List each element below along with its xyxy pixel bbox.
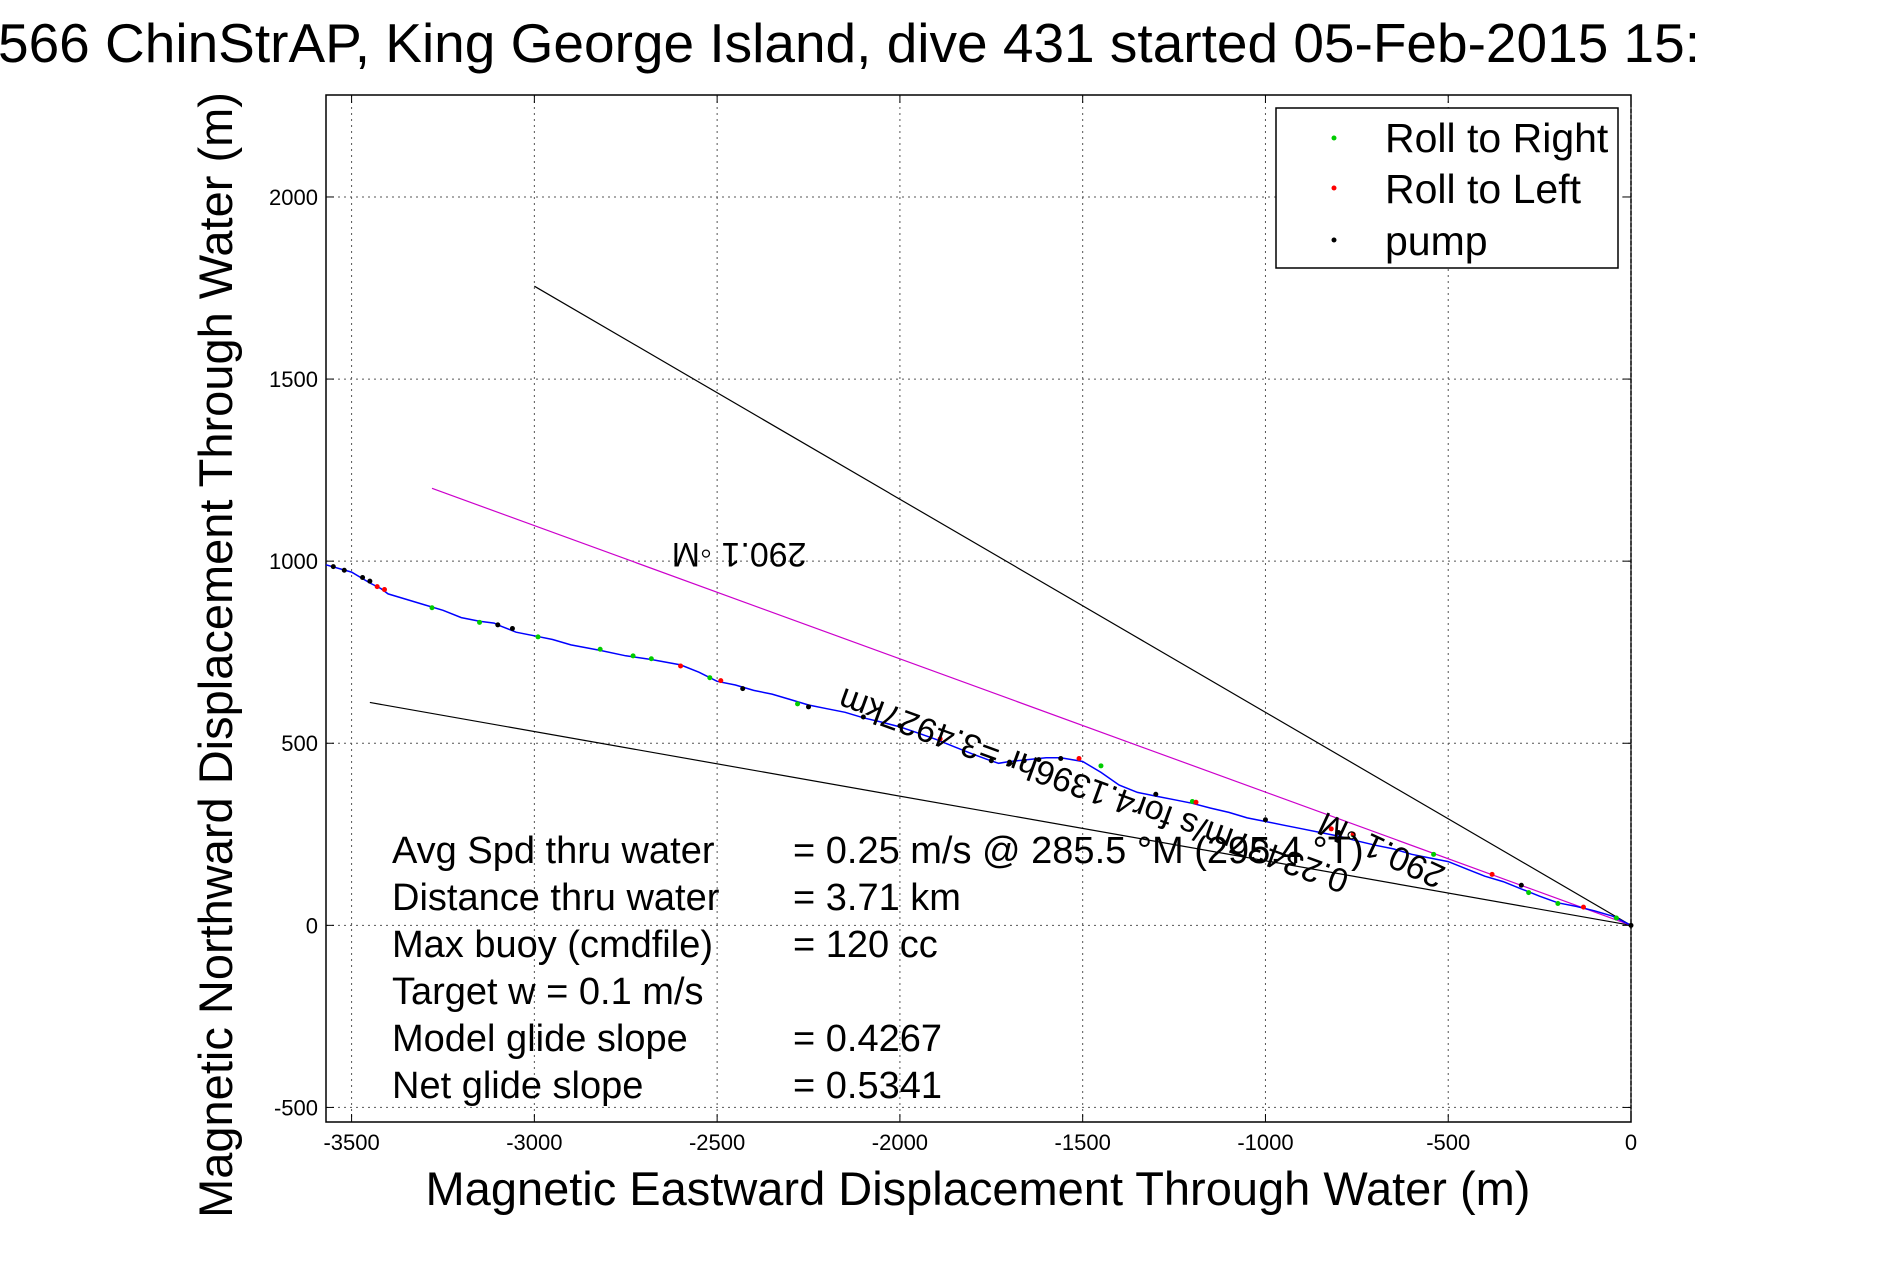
- marker-roll-right: [429, 605, 435, 611]
- x-tick-label: -1500: [1055, 1130, 1111, 1155]
- stat-value-max-buoy: = 120 cc: [793, 924, 938, 966]
- marker-roll-left: [718, 678, 724, 684]
- marker-roll-right: [707, 675, 713, 681]
- stat-value-net-glide: = 0.5341: [793, 1065, 942, 1107]
- legend: Roll to Right Roll to Left pump: [1275, 107, 1619, 269]
- reference-lines: [369, 285, 1632, 926]
- marker-layer: [330, 564, 1634, 928]
- stat-label-distance: Distance thru water: [392, 877, 720, 919]
- marker-roll-right: [1526, 890, 1532, 896]
- marker-roll-right: [795, 701, 801, 707]
- marker-pump: [860, 714, 866, 720]
- x-axis-title: Magnetic Eastward Displacement Through W…: [426, 1162, 1531, 1215]
- x-tick-label: -3000: [506, 1130, 562, 1155]
- marker-pump: [1518, 882, 1524, 888]
- marker-roll-right: [597, 646, 603, 652]
- legend-swatch-roll-left: [1331, 185, 1337, 191]
- y-tick-label: 2000: [269, 185, 318, 210]
- y-axis-title: Magnetic Northward Displacement Through …: [189, 92, 242, 1218]
- marker-roll-left: [678, 663, 684, 669]
- reference-line-3: [431, 487, 1632, 926]
- reference-line-1: [534, 285, 1632, 926]
- marker-pump: [988, 758, 994, 764]
- marker-pump: [509, 626, 515, 632]
- stats-block: Avg Spd thru water = 0.25 m/s @ 285.5 °M…: [392, 830, 1364, 1107]
- marker-roll-left: [381, 587, 387, 593]
- marker-pump: [367, 578, 373, 584]
- x-tick-label: 0: [1625, 1130, 1637, 1155]
- reference-line-2: [369, 701, 1632, 926]
- stat-label-model-glide: Model glide slope: [392, 1018, 688, 1060]
- marker-roll-left: [1350, 831, 1356, 837]
- marker-roll-right: [1431, 851, 1437, 857]
- axis-ticks: -3500 -3000 -2500 -2000 -1500 -1000 -500 0 -500 0…: [269, 95, 1637, 1155]
- marker-pump: [1262, 817, 1268, 823]
- stat-value-model-glide: = 0.4267: [793, 1018, 942, 1060]
- legend-label-roll-right: Roll to Right: [1385, 115, 1609, 161]
- stat-value-distance: = 3.71 km: [793, 877, 961, 919]
- marker-pump: [1058, 756, 1064, 762]
- marker-pump: [341, 567, 347, 573]
- y-tick-label: 0: [306, 913, 318, 938]
- stat-value-avg-speed: = 0.25 m/s @ 285.5 °M (295.4 °T): [793, 830, 1364, 872]
- marker-pump: [1021, 758, 1027, 764]
- line-annotation-1: 290.1 ◦M: [672, 535, 807, 573]
- stat-label-avg-speed: Avg Spd thru water: [392, 830, 715, 872]
- marker-pump: [1336, 829, 1342, 835]
- marker-roll-right: [1555, 900, 1561, 906]
- y-tick-label: -500: [274, 1095, 318, 1120]
- stat-label-net-glide: Net glide slope: [392, 1065, 643, 1107]
- y-tick-label: 1000: [269, 549, 318, 574]
- marker-roll-left: [1193, 799, 1199, 805]
- marker-pump: [740, 686, 746, 692]
- marker-pump: [897, 723, 903, 729]
- marker-pump: [360, 575, 366, 581]
- legend-swatch-roll-right: [1331, 135, 1337, 141]
- x-tick-label: -3500: [323, 1130, 379, 1155]
- chart-title: 566 ChinStrAP, King George Island, dive …: [0, 12, 1700, 74]
- y-tick-label: 1500: [269, 367, 318, 392]
- x-tick-label: -1000: [1237, 1130, 1293, 1155]
- legend-swatch-pump: [1331, 237, 1337, 243]
- marker-roll-left: [1328, 826, 1334, 832]
- marker-pump: [1007, 759, 1013, 765]
- marker-pump: [1628, 922, 1634, 928]
- stat-label-target-w: Target w = 0.1 m/s: [392, 971, 704, 1013]
- legend-label-pump: pump: [1385, 218, 1488, 264]
- series-layer: [325, 564, 1632, 926]
- marker-pump: [1036, 757, 1042, 763]
- x-tick-label: -2500: [689, 1130, 745, 1155]
- marker-roll-right: [1613, 915, 1619, 921]
- legend-label-roll-left: Roll to Left: [1385, 166, 1582, 212]
- marker-roll-left: [1076, 756, 1082, 762]
- series-line-1: [325, 564, 1632, 926]
- marker-roll-left: [1489, 871, 1495, 877]
- y-tick-label: 500: [281, 731, 318, 756]
- marker-roll-left: [937, 736, 943, 742]
- marker-roll-left: [1580, 904, 1586, 910]
- x-tick-label: -2000: [872, 1130, 928, 1155]
- marker-pump: [495, 622, 501, 628]
- marker-roll-right: [648, 656, 654, 662]
- marker-pump: [806, 704, 812, 710]
- marker-roll-right: [630, 653, 636, 659]
- marker-pump: [330, 564, 336, 570]
- marker-pump: [1153, 791, 1159, 797]
- marker-roll-left: [374, 584, 380, 590]
- marker-roll-right: [535, 634, 541, 640]
- marker-roll-right: [477, 619, 483, 625]
- marker-roll-right: [1098, 763, 1104, 769]
- x-tick-label: -500: [1426, 1130, 1470, 1155]
- stat-label-max-buoy: Max buoy (cmdfile): [392, 924, 713, 966]
